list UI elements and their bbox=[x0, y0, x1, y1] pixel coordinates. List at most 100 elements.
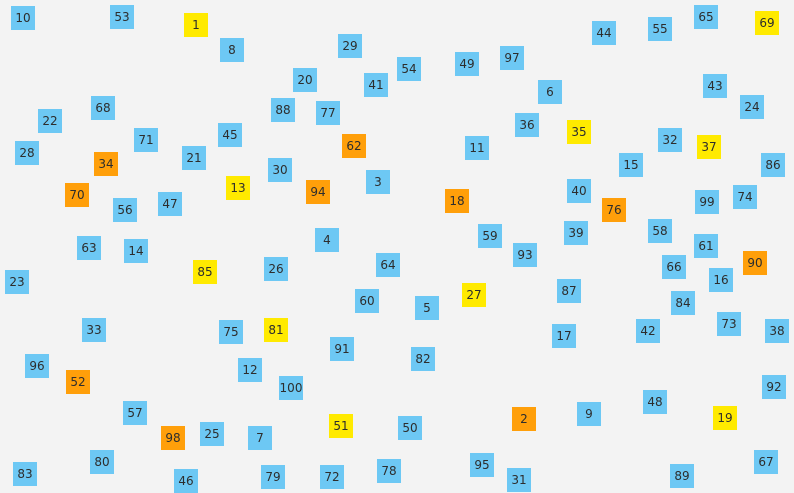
number-tile-66[interactable]: 66 bbox=[662, 255, 686, 279]
number-tile-10[interactable]: 10 bbox=[11, 6, 35, 30]
number-tile-70[interactable]: 70 bbox=[65, 183, 89, 207]
number-tile-30[interactable]: 30 bbox=[268, 158, 292, 182]
number-tile-22[interactable]: 22 bbox=[38, 109, 62, 133]
number-tile-53[interactable]: 53 bbox=[110, 5, 134, 29]
number-tile-45[interactable]: 45 bbox=[218, 123, 242, 147]
number-tile-25[interactable]: 25 bbox=[200, 422, 224, 446]
number-tile-62[interactable]: 62 bbox=[342, 134, 366, 158]
number-tile-82[interactable]: 82 bbox=[411, 347, 435, 371]
number-tile-64[interactable]: 64 bbox=[376, 253, 400, 277]
number-tile-37[interactable]: 37 bbox=[697, 135, 721, 159]
number-tile-99[interactable]: 99 bbox=[695, 190, 719, 214]
number-tile-24[interactable]: 24 bbox=[740, 95, 764, 119]
number-tile-39[interactable]: 39 bbox=[564, 221, 588, 245]
number-tile-19[interactable]: 19 bbox=[713, 406, 737, 430]
number-tile-51[interactable]: 51 bbox=[329, 414, 353, 438]
number-tile-84[interactable]: 84 bbox=[671, 291, 695, 315]
number-tile-58[interactable]: 58 bbox=[648, 219, 672, 243]
number-tile-14[interactable]: 14 bbox=[124, 239, 148, 263]
number-tile-78[interactable]: 78 bbox=[377, 459, 401, 483]
number-tile-18[interactable]: 18 bbox=[445, 189, 469, 213]
number-tile-7[interactable]: 7 bbox=[248, 426, 272, 450]
number-tile-74[interactable]: 74 bbox=[733, 185, 757, 209]
number-tile-96[interactable]: 96 bbox=[25, 354, 49, 378]
number-tile-91[interactable]: 91 bbox=[330, 337, 354, 361]
number-tile-21[interactable]: 21 bbox=[182, 146, 206, 170]
number-tile-68[interactable]: 68 bbox=[91, 96, 115, 120]
number-tile-92[interactable]: 92 bbox=[762, 375, 786, 399]
number-tile-67[interactable]: 67 bbox=[754, 450, 778, 474]
number-tile-100[interactable]: 100 bbox=[279, 376, 303, 400]
number-tile-50[interactable]: 50 bbox=[398, 416, 422, 440]
number-tile-94[interactable]: 94 bbox=[306, 180, 330, 204]
number-tile-43[interactable]: 43 bbox=[703, 74, 727, 98]
number-tile-55[interactable]: 55 bbox=[648, 17, 672, 41]
number-tile-9[interactable]: 9 bbox=[577, 402, 601, 426]
number-tile-13[interactable]: 13 bbox=[226, 176, 250, 200]
number-tile-73[interactable]: 73 bbox=[717, 312, 741, 336]
number-tile-69[interactable]: 69 bbox=[755, 11, 779, 35]
number-tile-5[interactable]: 5 bbox=[415, 296, 439, 320]
number-tile-35[interactable]: 35 bbox=[567, 120, 591, 144]
number-tile-79[interactable]: 79 bbox=[261, 465, 285, 489]
number-tile-93[interactable]: 93 bbox=[513, 243, 537, 267]
number-tile-16[interactable]: 16 bbox=[709, 268, 733, 292]
number-tile-33[interactable]: 33 bbox=[82, 318, 106, 342]
number-tile-98[interactable]: 98 bbox=[161, 426, 185, 450]
number-tile-95[interactable]: 95 bbox=[470, 453, 494, 477]
number-tile-63[interactable]: 63 bbox=[77, 236, 101, 260]
number-tile-38[interactable]: 38 bbox=[765, 319, 789, 343]
number-tile-23[interactable]: 23 bbox=[5, 270, 29, 294]
number-tile-72[interactable]: 72 bbox=[320, 465, 344, 489]
number-tile-4[interactable]: 4 bbox=[315, 228, 339, 252]
number-tile-8[interactable]: 8 bbox=[220, 38, 244, 62]
number-tile-54[interactable]: 54 bbox=[397, 57, 421, 81]
number-tile-31[interactable]: 31 bbox=[507, 468, 531, 492]
number-tile-28[interactable]: 28 bbox=[15, 141, 39, 165]
number-tile-3[interactable]: 3 bbox=[366, 170, 390, 194]
number-tile-2[interactable]: 2 bbox=[512, 407, 536, 431]
number-tile-76[interactable]: 76 bbox=[602, 198, 626, 222]
number-tile-52[interactable]: 52 bbox=[66, 370, 90, 394]
number-tile-44[interactable]: 44 bbox=[592, 21, 616, 45]
number-tile-86[interactable]: 86 bbox=[761, 153, 785, 177]
number-tile-57[interactable]: 57 bbox=[123, 401, 147, 425]
number-tile-88[interactable]: 88 bbox=[271, 98, 295, 122]
number-tile-27[interactable]: 27 bbox=[462, 283, 486, 307]
number-tile-56[interactable]: 56 bbox=[113, 198, 137, 222]
number-tile-32[interactable]: 32 bbox=[658, 128, 682, 152]
number-tile-34[interactable]: 34 bbox=[94, 152, 118, 176]
number-tile-29[interactable]: 29 bbox=[338, 34, 362, 58]
number-tile-36[interactable]: 36 bbox=[515, 113, 539, 137]
number-tile-77[interactable]: 77 bbox=[316, 101, 340, 125]
number-tile-12[interactable]: 12 bbox=[238, 358, 262, 382]
number-tile-42[interactable]: 42 bbox=[636, 319, 660, 343]
number-tile-89[interactable]: 89 bbox=[670, 464, 694, 488]
number-tile-87[interactable]: 87 bbox=[557, 279, 581, 303]
number-tile-97[interactable]: 97 bbox=[500, 46, 524, 70]
number-tile-11[interactable]: 11 bbox=[465, 136, 489, 160]
number-tile-1[interactable]: 1 bbox=[184, 13, 208, 37]
number-tile-6[interactable]: 6 bbox=[538, 80, 562, 104]
number-tile-17[interactable]: 17 bbox=[552, 324, 576, 348]
number-tile-59[interactable]: 59 bbox=[478, 224, 502, 248]
number-tile-41[interactable]: 41 bbox=[364, 73, 388, 97]
number-tile-46[interactable]: 46 bbox=[174, 469, 198, 493]
number-tile-83[interactable]: 83 bbox=[13, 462, 37, 486]
number-tile-75[interactable]: 75 bbox=[219, 320, 243, 344]
number-tile-85[interactable]: 85 bbox=[193, 260, 217, 284]
number-tile-15[interactable]: 15 bbox=[619, 153, 643, 177]
number-tile-71[interactable]: 71 bbox=[134, 128, 158, 152]
number-tile-26[interactable]: 26 bbox=[264, 257, 288, 281]
number-tile-20[interactable]: 20 bbox=[293, 68, 317, 92]
number-tile-81[interactable]: 81 bbox=[264, 318, 288, 342]
number-tile-40[interactable]: 40 bbox=[567, 179, 591, 203]
number-tile-90[interactable]: 90 bbox=[743, 251, 767, 275]
number-tile-60[interactable]: 60 bbox=[355, 289, 379, 313]
number-tile-48[interactable]: 48 bbox=[643, 390, 667, 414]
number-tile-47[interactable]: 47 bbox=[158, 192, 182, 216]
number-tile-80[interactable]: 80 bbox=[90, 450, 114, 474]
number-tile-49[interactable]: 49 bbox=[455, 52, 479, 76]
number-tile-61[interactable]: 61 bbox=[694, 234, 718, 258]
number-tile-65[interactable]: 65 bbox=[694, 5, 718, 29]
